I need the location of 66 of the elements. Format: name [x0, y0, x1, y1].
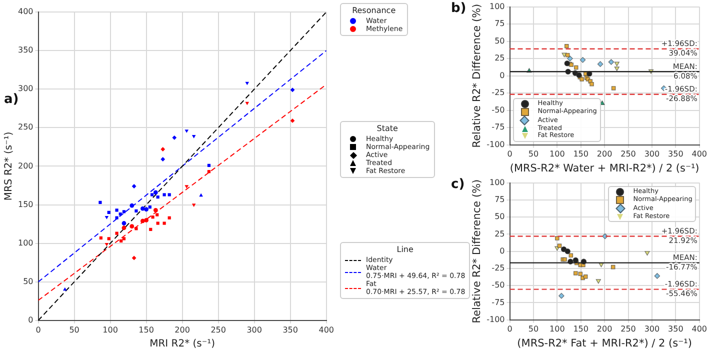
- x-tick-label: 350: [668, 150, 684, 159]
- text: State: [376, 124, 399, 134]
- x-tick-label: 200: [174, 325, 190, 334]
- y-tick-label: 75: [494, 195, 505, 204]
- x-tick-label: 50: [69, 325, 80, 334]
- y-tick-label: -50: [492, 105, 505, 114]
- x-tick-label: 0: [507, 150, 512, 159]
- x-tick-label: 100: [102, 325, 118, 334]
- x-tick-label: 400: [692, 324, 708, 334]
- x-tick-label: 100: [550, 150, 565, 159]
- x-tick-label: 150: [138, 325, 154, 334]
- x-tick-label: 150: [573, 150, 588, 159]
- text: Resonance: [351, 6, 397, 16]
- x-tick-label: 50: [528, 150, 539, 159]
- x-tick-label: 100: [550, 324, 565, 334]
- y-tick-label: 150: [18, 200, 34, 209]
- chart-title: b): [451, 1, 466, 16]
- y-tick-label: -50: [492, 280, 505, 290]
- x-axis-title: (MRS-R2* Water + MRI-R2*) / 2 (s⁻¹): [510, 162, 700, 174]
- x-tick-label: 150: [573, 324, 588, 334]
- y-tick-label: 350: [18, 46, 34, 55]
- y-axis-title: MRS R2* (s⁻¹): [4, 132, 15, 201]
- y-tick-label: 50: [494, 36, 505, 46]
- y-tick-label: 75: [494, 19, 505, 28]
- x-tick-label: 200: [596, 324, 612, 334]
- x-tick-label: 250: [620, 150, 636, 159]
- text: a): [4, 92, 19, 107]
- x-tick-label: 250: [210, 325, 226, 334]
- y-tick-label: -75: [492, 298, 505, 307]
- x-tick-label: 400: [692, 150, 708, 159]
- chart-title: c): [451, 177, 465, 192]
- x-tick-label: 300: [644, 324, 660, 334]
- y-tick-label: 0: [28, 315, 34, 324]
- x-tick-label: 0: [507, 324, 512, 334]
- y-tick-label: -25: [492, 264, 505, 273]
- y-tick-label: 50: [23, 276, 34, 286]
- y-tick-label: 100: [489, 2, 505, 11]
- y-tick-label: -100: [486, 314, 505, 324]
- y-tick-label: 250: [18, 122, 34, 132]
- y-tick-label: 300: [18, 84, 34, 94]
- text: Line: [396, 245, 414, 255]
- y-tick-label: 0: [500, 70, 505, 80]
- x-tick-label: 50: [528, 324, 539, 334]
- y-tick-label: 25: [494, 54, 505, 63]
- x-tick-label: 350: [282, 325, 298, 334]
- x-tick-label: 200: [596, 150, 612, 159]
- x-tick-label: 350: [668, 324, 684, 334]
- y-axis-title: Relative R2* Difference (%): [471, 4, 484, 148]
- y-tick-label: -25: [492, 88, 505, 98]
- y-tick-label: -75: [492, 122, 505, 132]
- x-axis-title: MRI R2* (s⁻¹): [150, 338, 216, 350]
- y-tick-label: 100: [489, 178, 505, 187]
- y-tick-label: 50: [494, 212, 505, 222]
- x-tick-label: 250: [620, 324, 636, 334]
- x-tick-label: 0: [36, 325, 41, 334]
- y-tick-label: 25: [494, 229, 505, 238]
- x-tick-label: 300: [246, 325, 262, 334]
- y-axis-title: Relative R2* Difference (%): [471, 179, 484, 324]
- x-axis-title: (MRS-R2* Fat + MRI-R2*) / 2 (s⁻¹): [517, 337, 692, 350]
- y-tick-label: 100: [18, 238, 34, 248]
- x-tick-label: 300: [644, 150, 660, 159]
- y-tick-label: 0: [500, 246, 505, 256]
- y-tick-label: 400: [18, 7, 34, 16]
- y-tick-label: -100: [486, 140, 505, 149]
- x-tick-label: 400: [318, 325, 334, 334]
- y-tick-label: 200: [18, 161, 34, 170]
